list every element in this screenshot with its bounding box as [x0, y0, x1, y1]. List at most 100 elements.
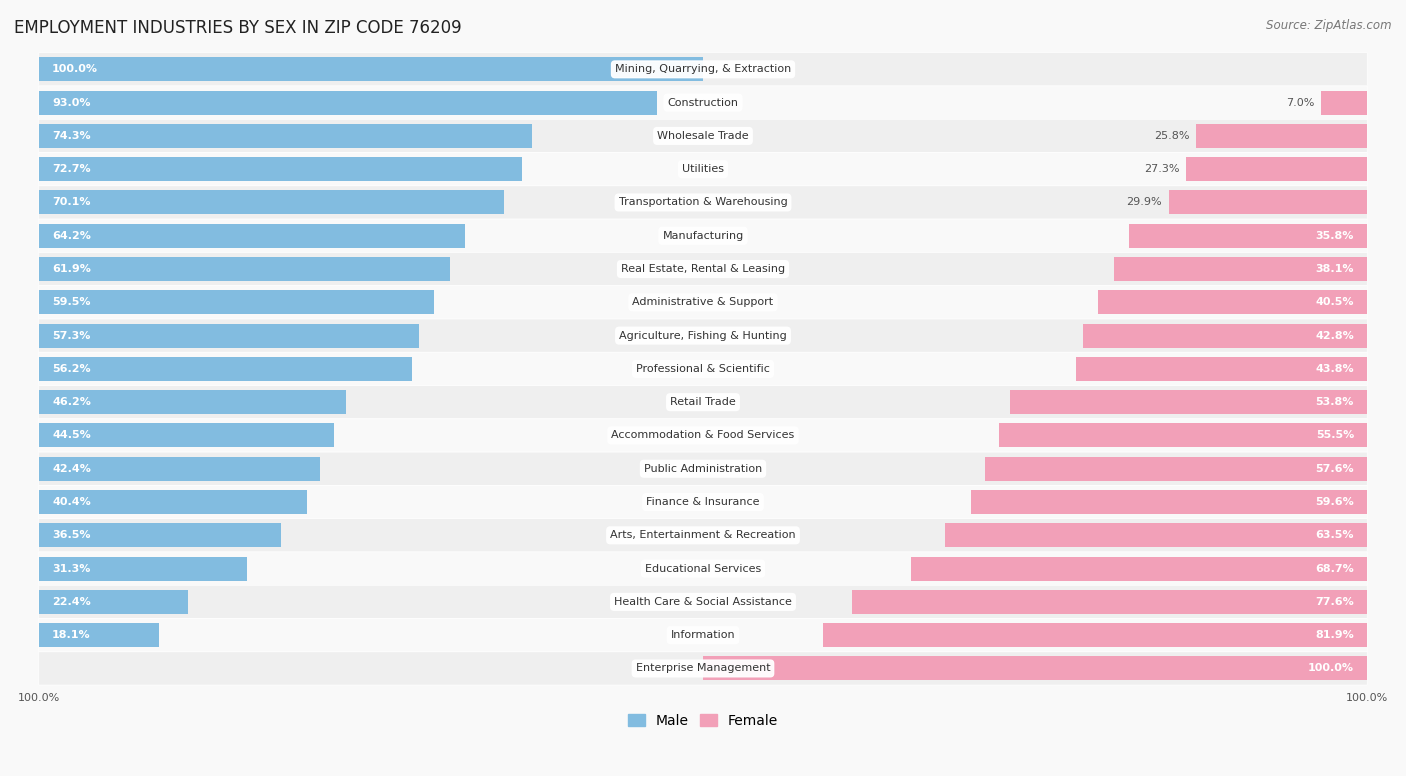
Text: 100.0%: 100.0%	[1308, 663, 1354, 674]
Text: 70.1%: 70.1%	[52, 197, 90, 207]
FancyBboxPatch shape	[39, 53, 1367, 86]
Text: 74.3%: 74.3%	[52, 131, 90, 141]
Text: 44.5%: 44.5%	[52, 431, 91, 441]
FancyBboxPatch shape	[39, 319, 1367, 352]
Text: Administrative & Support: Administrative & Support	[633, 297, 773, 307]
Text: 59.5%: 59.5%	[52, 297, 90, 307]
Bar	[39, 57, 703, 81]
Text: 57.3%: 57.3%	[52, 331, 90, 341]
Text: 100.0%: 100.0%	[1346, 694, 1388, 703]
Text: 7.0%: 7.0%	[1285, 98, 1315, 108]
Text: Arts, Entertainment & Recreation: Arts, Entertainment & Recreation	[610, 530, 796, 540]
Bar	[39, 158, 522, 181]
FancyBboxPatch shape	[39, 352, 1367, 386]
Text: 27.3%: 27.3%	[1144, 165, 1180, 174]
Bar	[1168, 190, 1367, 214]
Text: 64.2%: 64.2%	[52, 230, 91, 241]
Text: Transportation & Warehousing: Transportation & Warehousing	[619, 197, 787, 207]
Bar	[1114, 257, 1367, 281]
Text: Health Care & Social Assistance: Health Care & Social Assistance	[614, 597, 792, 607]
Bar	[1320, 91, 1367, 115]
Bar	[39, 523, 281, 547]
Bar	[39, 623, 159, 647]
FancyBboxPatch shape	[39, 552, 1367, 585]
Text: Real Estate, Rental & Leasing: Real Estate, Rental & Leasing	[621, 264, 785, 274]
Text: Professional & Scientific: Professional & Scientific	[636, 364, 770, 374]
Text: 81.9%: 81.9%	[1315, 630, 1354, 640]
Bar	[39, 357, 412, 381]
Text: 40.5%: 40.5%	[1316, 297, 1354, 307]
FancyBboxPatch shape	[39, 419, 1367, 452]
Text: 46.2%: 46.2%	[52, 397, 91, 407]
Text: 29.9%: 29.9%	[1126, 197, 1161, 207]
Bar	[945, 523, 1367, 547]
Text: 38.1%: 38.1%	[1316, 264, 1354, 274]
FancyBboxPatch shape	[39, 652, 1367, 685]
Text: 93.0%: 93.0%	[52, 98, 90, 108]
Text: 77.6%: 77.6%	[1315, 597, 1354, 607]
Text: Construction: Construction	[668, 98, 738, 108]
Bar	[1185, 158, 1367, 181]
FancyBboxPatch shape	[39, 452, 1367, 486]
Text: 25.8%: 25.8%	[1154, 131, 1189, 141]
Text: Educational Services: Educational Services	[645, 563, 761, 573]
Bar	[911, 556, 1367, 580]
Bar	[39, 590, 187, 614]
Bar	[39, 223, 465, 248]
Bar	[1197, 124, 1367, 148]
Text: 18.1%: 18.1%	[52, 630, 90, 640]
Text: 31.3%: 31.3%	[52, 563, 90, 573]
Text: 72.7%: 72.7%	[52, 165, 90, 174]
Text: Source: ZipAtlas.com: Source: ZipAtlas.com	[1267, 19, 1392, 33]
Text: 43.8%: 43.8%	[1316, 364, 1354, 374]
Text: Information: Information	[671, 630, 735, 640]
Bar	[824, 623, 1367, 647]
FancyBboxPatch shape	[39, 86, 1367, 120]
Text: Retail Trade: Retail Trade	[671, 397, 735, 407]
Bar	[972, 490, 1367, 514]
Text: Manufacturing: Manufacturing	[662, 230, 744, 241]
Bar	[39, 324, 419, 348]
Bar	[39, 490, 307, 514]
Text: 100.0%: 100.0%	[52, 64, 98, 74]
Text: Mining, Quarrying, & Extraction: Mining, Quarrying, & Extraction	[614, 64, 792, 74]
FancyBboxPatch shape	[39, 185, 1367, 219]
Text: 68.7%: 68.7%	[1315, 563, 1354, 573]
Text: 53.8%: 53.8%	[1316, 397, 1354, 407]
FancyBboxPatch shape	[39, 585, 1367, 618]
FancyBboxPatch shape	[39, 252, 1367, 286]
Bar	[39, 390, 346, 414]
Text: Wholesale Trade: Wholesale Trade	[657, 131, 749, 141]
FancyBboxPatch shape	[39, 386, 1367, 419]
Text: 56.2%: 56.2%	[52, 364, 90, 374]
Bar	[39, 290, 434, 314]
Text: Accommodation & Food Services: Accommodation & Food Services	[612, 431, 794, 441]
Text: 57.6%: 57.6%	[1316, 464, 1354, 473]
Bar	[998, 424, 1367, 448]
Bar	[39, 457, 321, 480]
Text: EMPLOYMENT INDUSTRIES BY SEX IN ZIP CODE 76209: EMPLOYMENT INDUSTRIES BY SEX IN ZIP CODE…	[14, 19, 461, 37]
Text: 63.5%: 63.5%	[1316, 530, 1354, 540]
Bar	[1083, 324, 1367, 348]
Text: 55.5%: 55.5%	[1316, 431, 1354, 441]
Bar	[39, 424, 335, 448]
FancyBboxPatch shape	[39, 486, 1367, 518]
Bar	[39, 124, 533, 148]
Text: 100.0%: 100.0%	[18, 694, 60, 703]
Text: 42.8%: 42.8%	[1315, 331, 1354, 341]
Bar	[852, 590, 1367, 614]
Bar	[39, 257, 450, 281]
Bar	[39, 190, 505, 214]
Text: 36.5%: 36.5%	[52, 530, 90, 540]
FancyBboxPatch shape	[39, 286, 1367, 319]
FancyBboxPatch shape	[39, 618, 1367, 652]
Bar	[39, 91, 657, 115]
Bar	[1129, 223, 1367, 248]
Text: Finance & Insurance: Finance & Insurance	[647, 497, 759, 507]
Text: 40.4%: 40.4%	[52, 497, 91, 507]
Bar	[984, 457, 1367, 480]
FancyBboxPatch shape	[39, 120, 1367, 153]
Bar	[39, 556, 246, 580]
Bar	[1098, 290, 1367, 314]
Text: 35.8%: 35.8%	[1316, 230, 1354, 241]
